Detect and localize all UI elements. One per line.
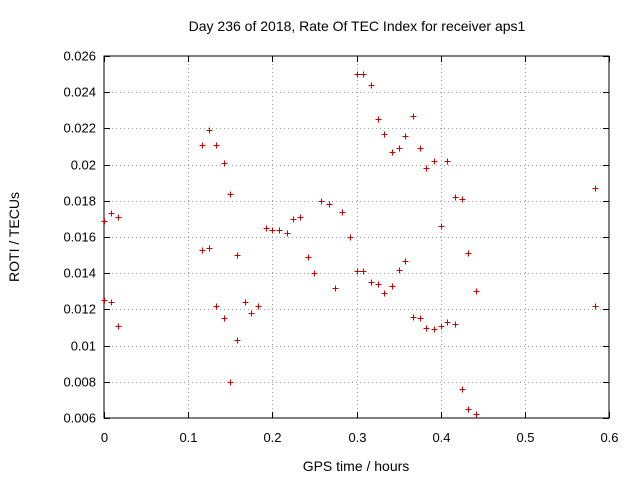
data-point-marker — [305, 254, 312, 261]
data-point-marker — [276, 227, 283, 234]
data-point-marker — [368, 82, 375, 89]
y-tick-label: 0.026 — [63, 49, 96, 64]
data-points — [101, 71, 599, 418]
data-point-marker — [396, 145, 403, 152]
data-point-marker — [227, 191, 234, 198]
data-point-marker — [452, 321, 459, 328]
data-point-marker — [381, 131, 388, 138]
data-point-marker — [101, 297, 108, 304]
data-point-marker — [389, 283, 396, 290]
data-point-marker — [221, 160, 228, 167]
x-axis-label: GPS time / hours — [303, 458, 410, 474]
plot-frame — [103, 55, 610, 419]
data-point-marker — [410, 113, 417, 120]
data-point-marker — [284, 230, 291, 237]
data-point-marker — [465, 406, 472, 413]
data-point-marker — [396, 267, 403, 274]
y-axis-label: ROTI / TECUs — [6, 192, 22, 282]
data-point-marker — [410, 314, 417, 321]
y-tick-label: 0.024 — [63, 85, 96, 100]
data-point-marker — [332, 285, 339, 292]
data-point-marker — [465, 250, 472, 257]
data-point-marker — [255, 303, 262, 310]
data-point-marker — [101, 218, 108, 225]
data-point-marker — [389, 149, 396, 156]
data-point-marker — [234, 252, 241, 259]
y-tick-label: 0.008 — [63, 375, 96, 390]
data-point-marker — [360, 268, 367, 275]
data-point-marker — [444, 158, 451, 165]
data-point-marker — [473, 288, 480, 295]
data-point-marker — [360, 71, 367, 78]
y-tick-label: 0.012 — [63, 302, 96, 317]
data-point-marker — [452, 194, 459, 201]
chart-title: Day 236 of 2018, Rate Of TEC Index for r… — [189, 18, 526, 34]
data-point-marker — [459, 386, 466, 393]
data-point-marker — [290, 216, 297, 223]
data-point-marker — [199, 247, 206, 254]
y-tick-label: 0.018 — [63, 194, 96, 209]
data-point-marker — [115, 214, 122, 221]
data-point-marker — [368, 279, 375, 286]
data-point-marker — [213, 142, 220, 149]
data-point-marker — [248, 310, 255, 317]
data-point-marker — [438, 223, 445, 230]
data-point-marker — [311, 270, 318, 277]
x-tick-label: 0.4 — [432, 430, 450, 445]
axis-ticks: 0.006 0.008 0.01 0.012 0.014 0.016 0.018 0.02 0.… — [63, 49, 618, 446]
data-point-marker — [115, 323, 122, 330]
data-point-marker — [354, 268, 361, 275]
data-point-marker — [592, 303, 599, 310]
data-point-marker — [234, 337, 241, 344]
x-tick-label: 0.6 — [600, 430, 618, 445]
y-tick-label: 0.022 — [63, 121, 96, 136]
data-point-marker — [269, 227, 276, 234]
data-point-marker — [473, 411, 480, 418]
data-point-marker — [227, 379, 234, 386]
data-point-marker — [354, 71, 361, 78]
y-tick-label: 0.02 — [71, 158, 96, 173]
data-point-marker — [213, 303, 220, 310]
data-point-marker — [423, 325, 430, 332]
data-point-marker — [221, 315, 228, 322]
x-tick-label: 0.2 — [263, 430, 281, 445]
x-tick-label: 0 — [101, 430, 108, 445]
data-point-marker — [375, 116, 382, 123]
data-point-marker — [381, 290, 388, 297]
data-point-marker — [423, 165, 430, 172]
grid — [104, 56, 609, 418]
data-point-marker — [318, 198, 325, 205]
data-point-marker — [431, 158, 438, 165]
data-point-marker — [444, 319, 451, 326]
data-point-marker — [459, 196, 466, 203]
data-point-marker — [339, 209, 346, 216]
data-point-marker — [108, 210, 115, 217]
data-point-marker — [242, 299, 249, 306]
data-point-marker — [297, 214, 304, 221]
y-tick-label: 0.006 — [63, 411, 96, 426]
data-point-marker — [375, 281, 382, 288]
data-point-marker — [417, 145, 424, 152]
data-point-marker — [347, 234, 354, 241]
y-tick-label: 0.01 — [71, 339, 96, 354]
y-tick-label: 0.014 — [63, 266, 96, 281]
data-point-marker — [326, 201, 333, 208]
data-point-marker — [402, 133, 409, 140]
data-point-marker — [108, 299, 115, 306]
data-point-marker — [402, 258, 409, 265]
x-tick-label: 0.1 — [179, 430, 197, 445]
data-point-marker — [206, 127, 213, 134]
data-point-marker — [438, 323, 445, 330]
x-tick-label: 0.5 — [516, 430, 534, 445]
y-tick-label: 0.016 — [63, 230, 96, 245]
data-point-marker — [592, 185, 599, 192]
data-point-marker — [206, 245, 213, 252]
data-point-marker — [431, 326, 438, 333]
data-point-marker — [417, 315, 424, 322]
data-point-marker — [263, 225, 270, 232]
x-tick-label: 0.3 — [348, 430, 366, 445]
data-point-marker — [199, 142, 206, 149]
